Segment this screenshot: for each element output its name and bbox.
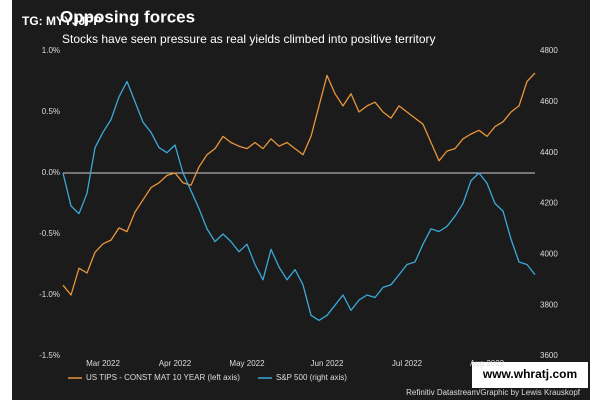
y2-tick-label: 4000 <box>540 249 558 258</box>
y2-tick-label: 3800 <box>540 300 558 309</box>
x-tick-label: Jun 2022 <box>311 359 344 368</box>
chart-title: Opposing forces <box>60 7 195 26</box>
watermark-box <box>472 362 588 388</box>
series-line <box>62 80 536 322</box>
watermark: www.whratj.com <box>482 367 577 381</box>
chart-subtitle: Stocks have seen pressure as real yields… <box>62 32 436 46</box>
y2-tick-label: 4600 <box>540 97 558 106</box>
y-tick-label: -1.0% <box>39 290 60 299</box>
x-tick-label: Apr 2022 <box>159 359 192 368</box>
y-tick-label: -0.5% <box>39 229 60 238</box>
x-tick-label: May 2022 <box>229 359 265 368</box>
y2-tick-label: 4200 <box>540 199 558 208</box>
y2-tick-label: 4800 <box>540 46 558 55</box>
legend-label: S&P 500 (right axis) <box>276 373 347 382</box>
x-tick-label: Jul 2022 <box>392 359 423 368</box>
x-tick-label: Mar 2022 <box>86 359 120 368</box>
chart-background <box>12 0 590 400</box>
source: Refinitiv Datastream/Graphic by Lewis Kr… <box>406 388 581 397</box>
watermark: TG: MYYJJPP <box>22 14 101 28</box>
y2-tick-label: 3600 <box>540 351 558 360</box>
y-tick-label: 0.0% <box>42 168 60 177</box>
y-tick-label: -1.5% <box>39 351 60 360</box>
legend-label: US TIPS - CONST MAT 10 YEAR (left axis) <box>86 373 240 382</box>
series-line <box>62 72 536 296</box>
x-tick-label: Aug 2022 <box>470 359 505 368</box>
y-tick-label: 0.5% <box>42 107 60 116</box>
y2-tick-label: 4400 <box>540 148 558 157</box>
y-tick-label: 1.0% <box>42 46 60 55</box>
